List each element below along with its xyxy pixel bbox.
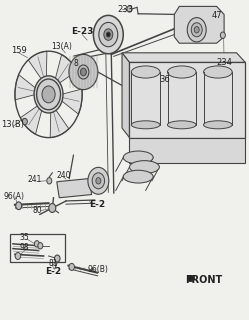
Circle shape bbox=[99, 22, 118, 47]
Text: 13(A): 13(A) bbox=[51, 42, 72, 51]
Ellipse shape bbox=[129, 161, 159, 173]
Text: 35: 35 bbox=[19, 233, 29, 242]
Polygon shape bbox=[122, 53, 245, 62]
Circle shape bbox=[88, 167, 109, 194]
Circle shape bbox=[34, 76, 63, 113]
Circle shape bbox=[187, 18, 206, 42]
Circle shape bbox=[69, 263, 74, 270]
Text: 81: 81 bbox=[49, 259, 58, 268]
Circle shape bbox=[93, 15, 123, 54]
Circle shape bbox=[191, 23, 202, 37]
Bar bbox=[10, 234, 65, 262]
Circle shape bbox=[22, 118, 27, 125]
Circle shape bbox=[92, 173, 105, 189]
Circle shape bbox=[80, 68, 86, 76]
Text: E-2: E-2 bbox=[46, 267, 62, 276]
Text: 47: 47 bbox=[211, 11, 222, 20]
Text: 234: 234 bbox=[216, 58, 232, 67]
Polygon shape bbox=[57, 179, 92, 198]
Text: 13(B): 13(B) bbox=[1, 120, 24, 129]
Polygon shape bbox=[129, 62, 245, 138]
Polygon shape bbox=[61, 89, 82, 114]
Ellipse shape bbox=[123, 170, 153, 183]
Polygon shape bbox=[20, 105, 42, 134]
Ellipse shape bbox=[123, 151, 153, 164]
Circle shape bbox=[37, 79, 61, 110]
Circle shape bbox=[55, 255, 60, 262]
Ellipse shape bbox=[69, 54, 98, 90]
Text: 233: 233 bbox=[117, 5, 133, 14]
Polygon shape bbox=[129, 138, 245, 163]
Text: E-23: E-23 bbox=[71, 27, 93, 36]
Circle shape bbox=[15, 252, 21, 260]
Polygon shape bbox=[174, 6, 224, 43]
Ellipse shape bbox=[167, 66, 196, 78]
Text: 159: 159 bbox=[11, 46, 27, 55]
Circle shape bbox=[127, 6, 132, 12]
Polygon shape bbox=[55, 55, 77, 84]
Polygon shape bbox=[122, 53, 129, 138]
Circle shape bbox=[16, 202, 22, 210]
Circle shape bbox=[38, 243, 43, 249]
Ellipse shape bbox=[167, 121, 196, 129]
Text: 96(A): 96(A) bbox=[3, 192, 24, 201]
Circle shape bbox=[220, 32, 225, 38]
Polygon shape bbox=[15, 75, 36, 100]
Circle shape bbox=[194, 27, 199, 33]
Polygon shape bbox=[28, 51, 47, 80]
Circle shape bbox=[34, 241, 39, 247]
Text: 240: 240 bbox=[57, 171, 71, 180]
Circle shape bbox=[42, 86, 55, 103]
Circle shape bbox=[47, 178, 52, 184]
Ellipse shape bbox=[204, 121, 232, 129]
Circle shape bbox=[106, 32, 110, 37]
Circle shape bbox=[96, 178, 101, 184]
Text: 96(B): 96(B) bbox=[87, 265, 108, 274]
Ellipse shape bbox=[204, 66, 232, 78]
Circle shape bbox=[49, 204, 56, 212]
Text: E-2: E-2 bbox=[89, 200, 105, 209]
Circle shape bbox=[78, 65, 89, 79]
Ellipse shape bbox=[131, 66, 160, 78]
Polygon shape bbox=[188, 275, 194, 281]
Ellipse shape bbox=[131, 121, 160, 129]
Text: 8: 8 bbox=[73, 59, 78, 68]
Text: 36: 36 bbox=[159, 75, 170, 84]
Text: FRONT: FRONT bbox=[186, 275, 223, 285]
Text: 241: 241 bbox=[27, 175, 42, 184]
Polygon shape bbox=[50, 109, 69, 138]
Text: 98: 98 bbox=[20, 243, 29, 252]
Circle shape bbox=[104, 29, 113, 40]
Text: 80: 80 bbox=[32, 206, 42, 215]
